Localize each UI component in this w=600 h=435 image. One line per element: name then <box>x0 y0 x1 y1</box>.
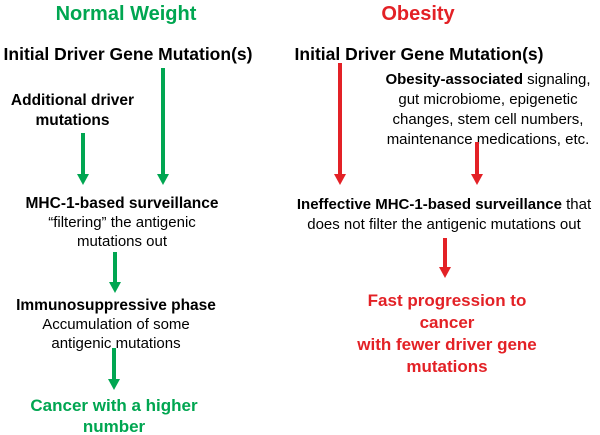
mhc-surveillance-body: “filtering” the antigenic mutations out <box>48 214 196 250</box>
green-down-arrow-icon <box>161 68 165 174</box>
ineffective-surveillance-rest-text: that does not filter the antigenic mutat… <box>307 196 592 233</box>
red-down-arrow-icon <box>338 63 342 174</box>
normal-initial-driver-text: Initial Driver Gene Mutation(s) <box>3 44 253 64</box>
mhc-surveillance-block: MHC-1-based surveillance “filtering” the… <box>4 194 240 251</box>
obesity-factors-rest-text: signaling, gut microbiome, epigenetic ch… <box>386 71 591 148</box>
obesity-title: Obesity <box>381 3 455 25</box>
red-down-arrow-icon <box>443 238 447 267</box>
red-down-arrow-icon <box>475 142 479 174</box>
normal-outcome-text: Cancer with a higher number of driver ge… <box>30 396 198 435</box>
ineffective-surveillance-bold-text: Ineffective MHC-1-based surveillance <box>296 196 562 213</box>
obesity-factors-text: Obesity-associated signaling, gut microb… <box>376 70 600 150</box>
obesity-initial-driver-text: Initial Driver Gene Mutation(s) <box>294 44 544 64</box>
additional-driver-mutations-text: Additional driver mutations <box>10 92 135 129</box>
green-down-arrow-icon <box>112 348 116 379</box>
immunosuppressive-block: Immunosuppressive phase Accumulation of … <box>0 296 232 353</box>
immunosuppressive-body: Accumulation of some antigenic mutations <box>42 316 190 352</box>
ineffective-surveillance-text: Ineffective MHC-1-based surveillance tha… <box>282 195 600 235</box>
mhc-surveillance-heading: MHC-1-based surveillance <box>25 195 219 212</box>
immunosuppressive-heading: Immunosuppressive phase <box>16 297 216 314</box>
obesity-outcome-text: Fast progression to cancer with fewer dr… <box>357 291 537 376</box>
obesity-factors-bold-text: Obesity-associated <box>385 71 523 88</box>
normal-weight-title: Normal Weight <box>55 3 197 25</box>
green-down-arrow-icon <box>113 252 117 282</box>
green-down-arrow-icon <box>81 133 85 174</box>
